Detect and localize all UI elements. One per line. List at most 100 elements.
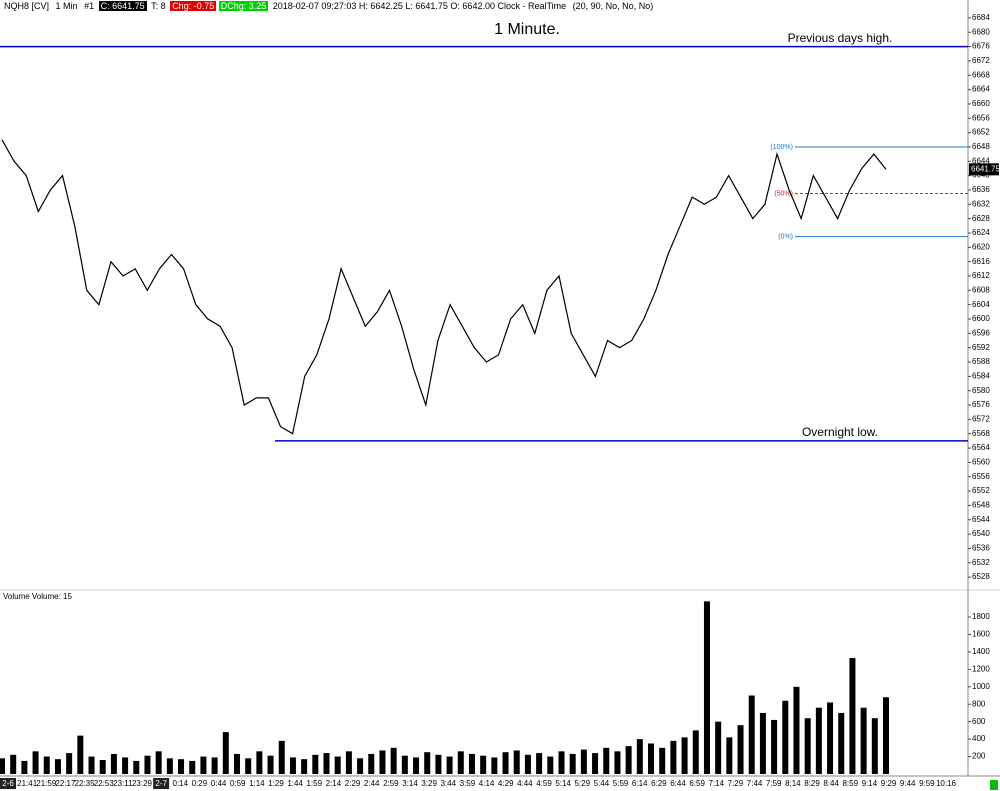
y-tick-label: 400 (972, 734, 986, 743)
x-tick-label: 22:17 (55, 779, 76, 788)
volume-bar (110, 753, 117, 774)
interval: 1 Min (55, 1, 78, 11)
y-tick-label: 6540 (972, 529, 990, 538)
x-tick-label: 4:44 (517, 779, 533, 788)
volume-bar (513, 750, 520, 774)
y-tick-label: 6568 (972, 429, 990, 438)
x-tick-label: 2:14 (326, 779, 342, 788)
y-tick-label: 6644 (972, 156, 990, 165)
volume-bar (368, 753, 375, 774)
x-tick-label: 9:14 (862, 779, 878, 788)
y-tick-label: 6556 (972, 472, 990, 481)
fib-label: (50%) (774, 190, 793, 197)
volume-bar (759, 712, 766, 774)
y-tick-label: 6560 (972, 458, 990, 467)
x-tick-label: 3:29 (421, 779, 437, 788)
x-tick-label: 1:29 (268, 779, 284, 788)
volume-bar (54, 759, 61, 774)
x-tick-label: 0:29 (192, 779, 208, 788)
x-tick-label: 2-6 (2, 779, 14, 788)
y-tick-label: 6532 (972, 558, 990, 567)
y-tick-label: 6536 (972, 544, 990, 553)
y-tick-label: 6584 (972, 371, 990, 380)
volume-bar (771, 719, 778, 774)
x-tick-label: 8:44 (823, 779, 839, 788)
y-tick-label: 6684 (972, 13, 990, 22)
x-tick-label: 2-7 (155, 779, 167, 788)
volume-bar (301, 759, 308, 774)
volume-bar (233, 753, 240, 774)
y-tick-label: 6564 (972, 443, 990, 452)
volume-bar (502, 752, 509, 774)
volume-bar (77, 735, 84, 774)
y-tick-label: 6656 (972, 113, 990, 122)
y-tick-label: 6548 (972, 501, 990, 510)
x-tick-label: 8:59 (842, 779, 858, 788)
volume-bar (547, 756, 554, 774)
y-tick-label: 6676 (972, 42, 990, 51)
volume-bar (379, 750, 386, 774)
x-tick-label: 6:59 (689, 779, 705, 788)
y-tick-label: 6608 (972, 285, 990, 294)
volume-bar (603, 747, 610, 774)
y-tick-label: 6616 (972, 257, 990, 266)
x-tick-label: 7:14 (708, 779, 724, 788)
x-tick-label: 23:11 (113, 779, 133, 788)
x-tick-label: 2:44 (364, 779, 380, 788)
volume-bar (815, 707, 822, 774)
volume-bar (278, 740, 285, 774)
volume-bar (681, 737, 688, 774)
date-box (153, 778, 170, 789)
x-tick-label: 7:59 (766, 779, 782, 788)
y-tick-label: 6544 (972, 515, 990, 524)
y-tick-label: 6636 (972, 185, 990, 194)
volume-bar (737, 725, 744, 774)
y-tick-label: 6672 (972, 56, 990, 65)
volume-bar (715, 721, 722, 774)
volume-bar (524, 754, 531, 774)
volume-bar (558, 751, 565, 774)
volume-bar (536, 753, 543, 774)
x-tick-label: 10:16 (936, 779, 957, 788)
volume-bar (703, 601, 710, 774)
volume-bar (21, 760, 28, 774)
time: 2018-02-07 09:27:03 H: 6642.25 L: 6641.7… (272, 1, 567, 11)
volume-bar (155, 751, 162, 774)
ticks: T: 8 (151, 1, 166, 11)
volume-bar (122, 757, 129, 774)
volume-bar (692, 730, 699, 774)
x-tick-label: 4:59 (536, 779, 552, 788)
x-tick-label: 8:29 (804, 779, 820, 788)
x-tick-label: 23:29 (132, 779, 153, 788)
x-tick-label: 0:59 (230, 779, 246, 788)
volume-bar (256, 751, 263, 774)
x-tick-label: 3:14 (402, 779, 418, 788)
y-tick-label: 6580 (972, 386, 990, 395)
x-tick-label: 3:59 (460, 779, 476, 788)
volume-bar (10, 754, 17, 774)
volume-bar (289, 757, 296, 774)
level-label: Overnight low. (802, 425, 878, 439)
volume-bar (446, 756, 453, 774)
x-tick-label: 5:29 (574, 779, 590, 788)
volume-bar (133, 760, 140, 774)
x-tick-label: 4:29 (498, 779, 514, 788)
volume-bar (804, 718, 811, 774)
header: NQH8 [CV] 1 Min #1 C: 6641.75 T: 8 Chg: … (2, 0, 655, 12)
x-tick-label: 5:59 (613, 779, 629, 788)
volume-bar (211, 757, 218, 774)
y-tick-label: 6652 (972, 128, 990, 137)
volume-bar (491, 757, 498, 774)
volume-bar (883, 697, 889, 774)
y-tick-label: 6668 (972, 70, 990, 79)
close: C: 6641.75 (98, 1, 147, 11)
params: (20, 90, No, No, No) (572, 1, 654, 11)
fib-label: (0%) (778, 233, 793, 240)
y-tick-label: 6648 (972, 142, 990, 151)
y-tick-label: 6664 (972, 85, 990, 94)
x-tick-label: 7:29 (728, 779, 744, 788)
y-tick-label: 1400 (972, 647, 990, 656)
y-tick-label: 6572 (972, 414, 990, 423)
